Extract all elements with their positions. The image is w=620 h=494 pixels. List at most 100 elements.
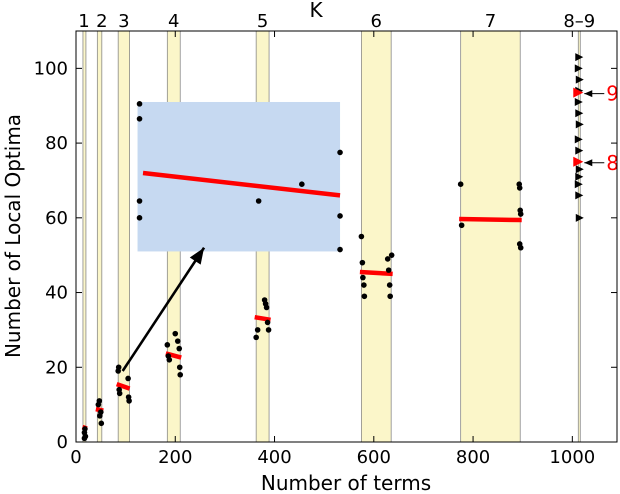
k-band-label: 5 bbox=[257, 11, 268, 32]
k-band-label: 8–9 bbox=[563, 11, 595, 32]
data-point bbox=[174, 338, 181, 344]
x-tick-label: 800 bbox=[456, 447, 490, 468]
y-tick-label: 40 bbox=[45, 283, 68, 304]
zoom-arrow-head bbox=[189, 247, 205, 265]
highlight-point bbox=[573, 87, 584, 98]
triangle-point bbox=[575, 146, 584, 155]
inset-data-point bbox=[136, 116, 143, 122]
data-point bbox=[386, 282, 393, 288]
data-point bbox=[82, 433, 89, 440]
data-point bbox=[388, 252, 395, 258]
inset-data-point bbox=[136, 101, 143, 107]
k-band bbox=[360, 30, 392, 443]
data-point bbox=[253, 334, 259, 341]
data-point bbox=[517, 211, 524, 217]
x-tick-label: 600 bbox=[357, 447, 391, 468]
k-band-label: 6 bbox=[371, 11, 382, 32]
triangle-point bbox=[575, 172, 584, 181]
fit-line bbox=[459, 216, 522, 223]
annotation-arrow-head bbox=[584, 159, 593, 167]
highlight-point bbox=[573, 156, 584, 167]
data-point bbox=[115, 364, 122, 371]
x-tick-label: 200 bbox=[158, 447, 192, 468]
data-point bbox=[176, 364, 183, 371]
data-point bbox=[517, 244, 524, 251]
y-tick-label: 0 bbox=[57, 432, 68, 453]
x-tick-label: 400 bbox=[257, 447, 291, 468]
top-axis-label: K bbox=[309, 0, 323, 22]
inset-data-point bbox=[299, 181, 305, 187]
zoom-arrow-line bbox=[121, 246, 206, 372]
data-point bbox=[97, 413, 103, 419]
data-point bbox=[361, 293, 368, 300]
annotation-label: 8 bbox=[606, 151, 619, 175]
inset-data-point bbox=[136, 198, 143, 204]
data-point bbox=[358, 233, 365, 240]
data-point bbox=[98, 420, 105, 427]
triangle-point bbox=[575, 191, 584, 200]
x-tick-label: 1000 bbox=[549, 447, 595, 468]
k-band-label: 3 bbox=[118, 11, 129, 32]
data-point bbox=[516, 185, 523, 191]
inset-data-point bbox=[136, 215, 143, 221]
data-point bbox=[164, 342, 171, 348]
triangle-point bbox=[575, 53, 584, 62]
annotations: 98 bbox=[573, 82, 619, 175]
y-axis-label: Number of Local Optima bbox=[1, 114, 25, 358]
k-band-label: 1 bbox=[78, 11, 89, 32]
triangle-point bbox=[575, 120, 584, 129]
data-point bbox=[254, 327, 261, 333]
triangle-point bbox=[574, 135, 583, 144]
fit-line bbox=[254, 314, 271, 323]
annotation-arrow-head bbox=[584, 90, 593, 98]
data-point bbox=[126, 398, 132, 404]
triangle-point bbox=[575, 213, 584, 222]
data-point bbox=[265, 327, 272, 333]
annotation-label: 9 bbox=[606, 82, 619, 106]
k-band bbox=[460, 30, 521, 443]
fit-line bbox=[359, 269, 393, 277]
data-point bbox=[264, 319, 271, 326]
data-point bbox=[172, 330, 179, 337]
fit-line bbox=[115, 381, 131, 391]
data-point bbox=[177, 371, 184, 378]
y-tick-label: 60 bbox=[45, 208, 68, 229]
data-point bbox=[96, 398, 103, 404]
k-band bbox=[82, 30, 87, 443]
inset-data-point bbox=[337, 149, 343, 156]
x-axis-label: Number of terms bbox=[261, 471, 431, 494]
data-point bbox=[263, 304, 270, 311]
data-point bbox=[166, 357, 173, 363]
triangle-point bbox=[575, 109, 584, 118]
triangle-point bbox=[574, 64, 583, 73]
data-point bbox=[385, 267, 392, 273]
inset-data-point bbox=[337, 213, 343, 219]
triangle-point bbox=[574, 180, 583, 189]
inset-data-point bbox=[255, 198, 262, 204]
y-tick-label: 80 bbox=[45, 133, 68, 154]
k-band bbox=[96, 30, 103, 443]
data-point bbox=[359, 259, 366, 266]
data-point bbox=[361, 282, 367, 288]
axis-ticks: 0 200 400 600 800 1000 0 20 40 60 80 100 bbox=[34, 31, 617, 468]
k-band-label: 2 bbox=[96, 11, 107, 32]
triangle-point bbox=[574, 97, 583, 106]
x-tick-label: 0 bbox=[70, 447, 81, 468]
data-point bbox=[458, 222, 465, 229]
data-point bbox=[116, 390, 123, 397]
k-band-label: 4 bbox=[168, 11, 179, 32]
data-points bbox=[81, 53, 584, 442]
y-tick-label: 100 bbox=[34, 58, 68, 79]
data-point bbox=[125, 375, 131, 382]
inset-data-point bbox=[337, 246, 343, 253]
zoom-inset bbox=[121, 101, 343, 372]
plot-frame bbox=[75, 30, 618, 443]
y-tick-label: 20 bbox=[45, 357, 68, 378]
data-point bbox=[176, 345, 183, 352]
k-band-label: 7 bbox=[485, 11, 496, 32]
data-point bbox=[360, 274, 366, 281]
data-point bbox=[387, 293, 393, 300]
inset-fit-line bbox=[142, 170, 341, 198]
triangle-point bbox=[575, 165, 584, 174]
